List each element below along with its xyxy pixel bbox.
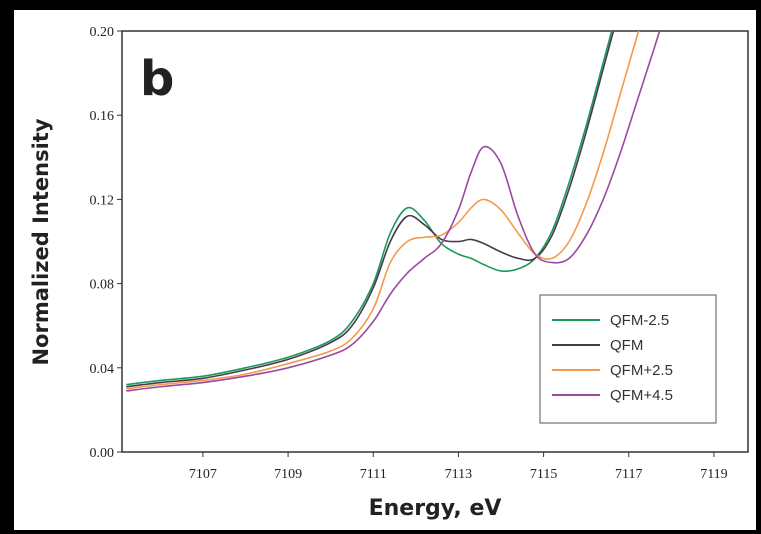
y-tick-label: 0.20 [90, 25, 115, 40]
x-tick-label: 7117 [615, 467, 642, 482]
legend-label: QFM+4.5 [610, 387, 673, 404]
legend-label: QFM [610, 337, 643, 354]
x-tick-label: 7113 [445, 467, 472, 482]
y-tick-label: 0.08 [90, 278, 115, 293]
x-axis-label: Energy, eV [369, 496, 502, 521]
legend-label: QFM+2.5 [610, 362, 673, 379]
legend-label: QFM-2.5 [610, 312, 669, 329]
x-tick-label: 7111 [360, 467, 387, 482]
y-tick-label: 0.16 [90, 109, 115, 124]
x-tick-label: 7119 [700, 467, 727, 482]
y-tick-label: 0.12 [90, 193, 115, 208]
y-axis-label: Normalized Intensity [29, 118, 53, 365]
series-line [126, 31, 615, 388]
y-tick-label: 0.04 [90, 362, 115, 377]
series-line [126, 31, 640, 390]
background [14, 10, 756, 530]
panel-label: b [140, 51, 174, 107]
plot-frame [121, 30, 749, 453]
lines [126, 31, 661, 392]
legend [539, 294, 717, 424]
x-tick-label: 7107 [189, 467, 217, 482]
x-tick-label: 7109 [274, 467, 302, 482]
x-tick-label: 7115 [530, 467, 557, 482]
series-line [126, 31, 661, 392]
y-tick-label: 0.00 [90, 446, 115, 461]
